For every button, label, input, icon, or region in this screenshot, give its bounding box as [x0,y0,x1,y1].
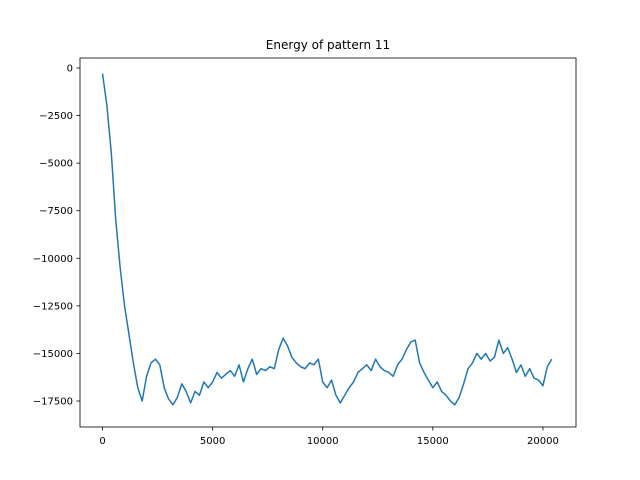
y-tick-label: 0 [67,63,73,74]
x-tick-label: 0 [99,436,105,447]
y-tick-label: −12500 [33,301,73,312]
y-tick-label: −15000 [33,349,73,360]
y-tick-label: −10000 [33,254,73,265]
line [101,73,553,406]
axes-frame [79,57,577,428]
y-tick-label: −17500 [33,397,73,408]
x-tick-label: 10000 [307,436,339,447]
chart-title: Energy of pattern 11 [266,38,390,52]
y-tick-label: −5000 [39,159,73,170]
y-tick-label: −7500 [39,206,73,217]
x-tick-label: 15000 [417,436,449,447]
x-tick-label: 20000 [527,436,559,447]
x-tick-label: 5000 [200,436,225,447]
y-tick-label: −2500 [39,111,73,122]
